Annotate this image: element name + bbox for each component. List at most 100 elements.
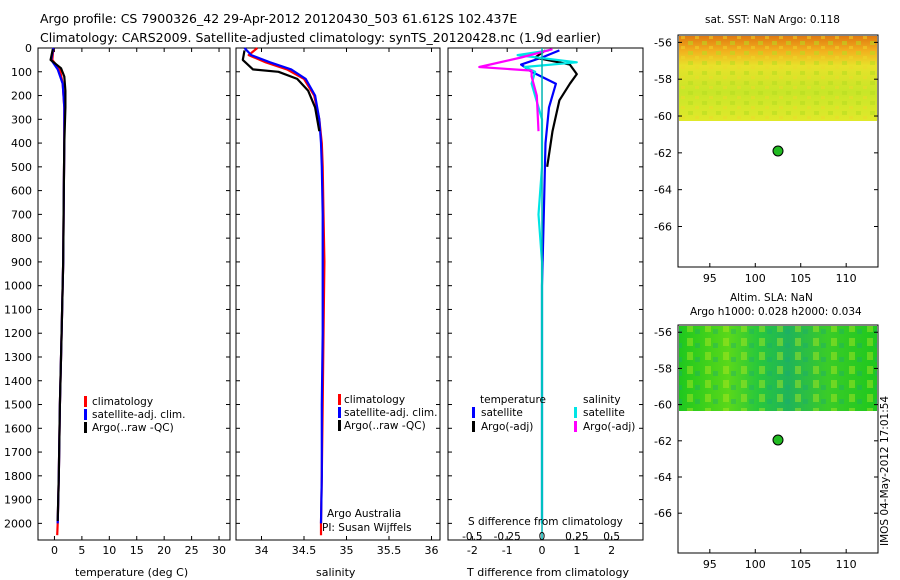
x-tick-label-difference-1: -1 [502,544,513,557]
y-tick-label-20: 2000 [4,517,32,530]
y-tick-label-5: 500 [11,161,32,174]
y-tick-label-4: 400 [11,137,32,150]
salinity-xlabel: salinity [316,566,356,579]
map-x-tick-label-4-2: 105 [790,558,811,571]
x-tick-label-difference-4: 2 [608,544,615,557]
temperature-xlabel: temperature (deg C) [75,566,188,579]
legend-s-satellite: satellite [583,407,625,419]
y-tick-label-9: 900 [11,256,32,269]
series-line-temperature-2 [49,48,67,522]
s-difference-label: S difference from climatology [468,516,623,528]
map-y-tick-label-3-4: -64 [654,184,672,197]
map-x-tick-label-3-0: 95 [703,272,717,285]
map-x-tick-label-4-3: 110 [836,558,857,571]
y-tick-label-7: 700 [11,208,32,221]
s-tick-label-0: -0.5 [462,531,483,543]
imos-timestamp: IMOS 04-May-2012 17:01:54 [879,396,891,546]
legend-swatch-climatology [84,396,87,407]
y-tick-label-18: 1800 [4,470,32,483]
s-tick-label-2: 0 [539,531,546,543]
y-tick-label-6: 600 [11,185,32,198]
map-x-tick-label-3-3: 110 [836,272,857,285]
series-line-salinity-1 [243,47,324,524]
x-tick-label-difference-3: 1 [573,544,580,557]
sla-map-title-2: Argo h1000: 0.028 h2000: 0.034 [690,306,862,318]
legend-salinity-title: salinity [583,394,621,406]
temperature-panel: 0100200300400500600700800900100011001200… [4,42,231,579]
s-tick-label-3: 0.25 [565,531,588,543]
argo-australia-label: Argo Australia [327,508,401,520]
sst-map-title: sat. SST: NaN Argo: 0.118 [705,14,840,26]
legend-climatology-sal: climatology [344,394,405,406]
x-tick-label-temperature-1: 5 [78,544,85,557]
legend-swatch-satellite [84,409,87,420]
difference-legend: temperature salinity satellite Argo(-adj… [472,394,635,433]
map-y-tick-label-3-3: -62 [654,147,672,160]
map-y-tick-label-3-2: -60 [654,110,672,123]
series-line-difference-3 [478,48,553,132]
x-tick-label-temperature-6: 30 [212,544,226,557]
sla-heatmap-texture [679,326,877,411]
legend-satellite: satellite-adj. clim. [92,409,185,421]
title-line-2: Climatology: CARS2009. Satellite-adjuste… [40,30,601,45]
y-tick-label-11: 1100 [4,303,32,316]
y-tick-label-17: 1700 [4,446,32,459]
map-y-tick-label-4-3: -62 [654,435,672,448]
difference-plot-frame [447,47,644,541]
map-y-tick-label-3-0: -56 [654,36,672,49]
legend-swatch-s-satellite [574,407,577,418]
sst-heatmap-texture [679,36,877,121]
x-tick-label-salinity-1: 34.5 [292,544,317,557]
sst-map-panel: sat. SST: NaN Argo: 0.118 95 100 105 110 -56… [654,14,879,285]
sla-map-panel: Altim. SLA: NaN Argo h1000: 0.028 h2000:… [654,292,879,571]
s-tick-label-1: -0.25 [494,531,521,543]
x-tick-label-temperature-3: 15 [130,544,144,557]
map-y-tick-label-3-5: -66 [654,220,672,233]
map-x-tick-label-3-2: 105 [790,272,811,285]
y-tick-label-15: 1500 [4,399,32,412]
legend-t-satellite: satellite [481,407,523,419]
y-tick-label-16: 1600 [4,422,32,435]
argo-location-marker-sla [772,434,784,446]
title-line-1: Argo profile: CS 7900326_42 29-Apr-2012 … [40,11,517,26]
x-tick-label-salinity-3: 35.5 [377,544,402,557]
y-tick-label-19: 1900 [4,494,32,507]
map-x-tick-label-4-0: 95 [703,558,717,571]
salinity-panel: 34 34.5 35 35.5 36 salinity climatology sate… [235,47,441,579]
legend-s-argo: Argo(-adj) [583,421,635,433]
legend-t-argo: Argo(-adj) [481,421,533,433]
temperature-plot-frame [37,47,231,541]
y-tick-label-13: 1300 [4,351,32,364]
legend-satellite-sal: satellite-adj. clim. [344,407,437,419]
map-y-tick-label-4-4: -64 [654,471,672,484]
series-line-salinity-2 [241,50,321,132]
x-tick-label-salinity-2: 35 [340,544,354,557]
x-tick-label-temperature-4: 20 [157,544,171,557]
y-tick-label-3: 300 [11,113,32,126]
map-x-tick-label-3-1: 100 [745,272,766,285]
map-y-tick-label-4-1: -58 [654,362,672,375]
legend-swatch-argo-sal [338,420,341,431]
difference-panel: -2 -1 0 1 2 T difference from climatology S … [447,47,644,579]
x-tick-label-temperature-0: 0 [51,544,58,557]
x-tick-label-salinity-0: 34 [255,544,269,557]
map-y-tick-label-4-5: -66 [654,507,672,520]
legend-climatology: climatology [92,396,153,408]
x-tick-label-temperature-2: 10 [102,544,116,557]
legend-swatch-climatology-sal [338,394,341,405]
salinity-legend: climatology satellite-adj. clim. Argo(..… [338,394,437,432]
legend-argo: Argo(..raw -QC) [92,422,174,434]
map-x-tick-label-4-1: 100 [745,558,766,571]
salinity-plot-frame [235,47,441,541]
x-tick-label-temperature-5: 25 [185,544,199,557]
map-y-tick-label-3-1: -58 [654,73,672,86]
y-tick-label-10: 1000 [4,280,32,293]
legend-swatch-t-satellite [472,407,475,418]
y-tick-label-12: 1200 [4,327,32,340]
legend-swatch-satellite-sal [338,407,341,418]
difference-xlabel: T difference from climatology [466,566,629,579]
s-tick-label-4: 0.5 [603,531,620,543]
temperature-legend: climatology satellite-adj. clim. Argo(..… [84,396,185,434]
x-tick-label-difference-2: 0 [539,544,546,557]
